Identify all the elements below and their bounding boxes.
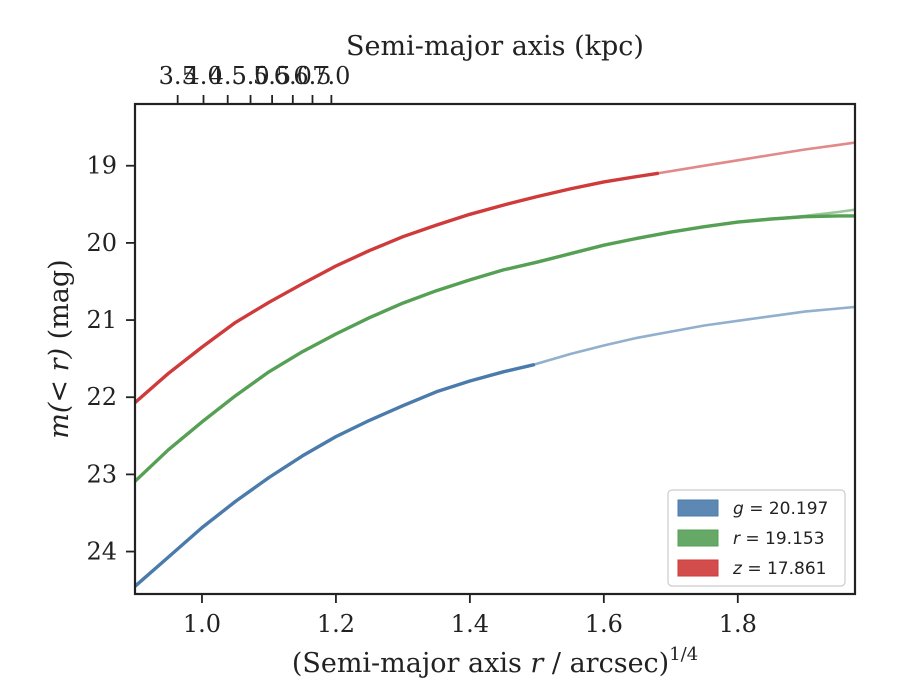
legend-swatch-r: [677, 529, 719, 547]
y-tick-label: 22: [86, 383, 117, 411]
x-tick-label: 1.0: [183, 610, 221, 638]
series-r-line: [135, 214, 855, 483]
top-x-tick-label: 3.5: [159, 62, 197, 90]
legend-label-g: g = 20.197: [733, 499, 828, 519]
series-g-extension-line: [533, 305, 855, 367]
top-x-ticks: 3.54.04.55.05.56.06.57.0: [159, 62, 350, 104]
plot-lines: [135, 141, 855, 588]
top-x-tick-label: 4.5: [209, 62, 247, 90]
legend-swatch-z: [677, 559, 719, 577]
series-z-extension-line: [657, 141, 855, 175]
top-x-tick-label: 5.0: [231, 62, 269, 90]
y-tick-label: 24: [86, 538, 117, 566]
top-x-tick-label: 6.0: [274, 62, 312, 90]
legend-label-z: z = 17.861: [732, 559, 826, 579]
x-axis-label: (Semi-major axis r / arcsec)1/4: [292, 644, 698, 679]
top-x-tick-label: 7.0: [312, 62, 350, 90]
legend: g = 20.197 r = 19.153 z = 17.861: [667, 489, 846, 587]
bottom-x-ticks: 1.0 1.2 1.4 1.6 1.8: [183, 594, 757, 638]
series-z-line: [135, 171, 660, 405]
plot-frame: [133, 102, 857, 596]
y-tick-label: 23: [86, 460, 117, 488]
y-ticks: 19 20 21 22 23 24: [86, 152, 135, 566]
top-x-tick-label: 6.5: [293, 62, 331, 90]
x-tick-label: 1.4: [451, 610, 489, 638]
legend-label-r: r = 19.153: [733, 529, 825, 549]
top-x-axis-label: Semi-major axis (kpc): [346, 31, 644, 62]
x-tick-label: 1.2: [317, 610, 355, 638]
y-axis-label: m(< r) (mag): [44, 259, 75, 438]
top-x-tick-label: 4.0: [184, 62, 222, 90]
y-tick-label: 19: [86, 152, 117, 180]
y-tick-label: 21: [86, 306, 117, 334]
series-g-line: [135, 363, 536, 588]
legend-swatch-g: [677, 499, 719, 517]
y-tick-label: 20: [86, 229, 117, 257]
top-x-tick-label: 5.5: [253, 62, 291, 90]
x-tick-label: 1.6: [585, 610, 623, 638]
x-tick-label: 1.8: [719, 610, 757, 638]
